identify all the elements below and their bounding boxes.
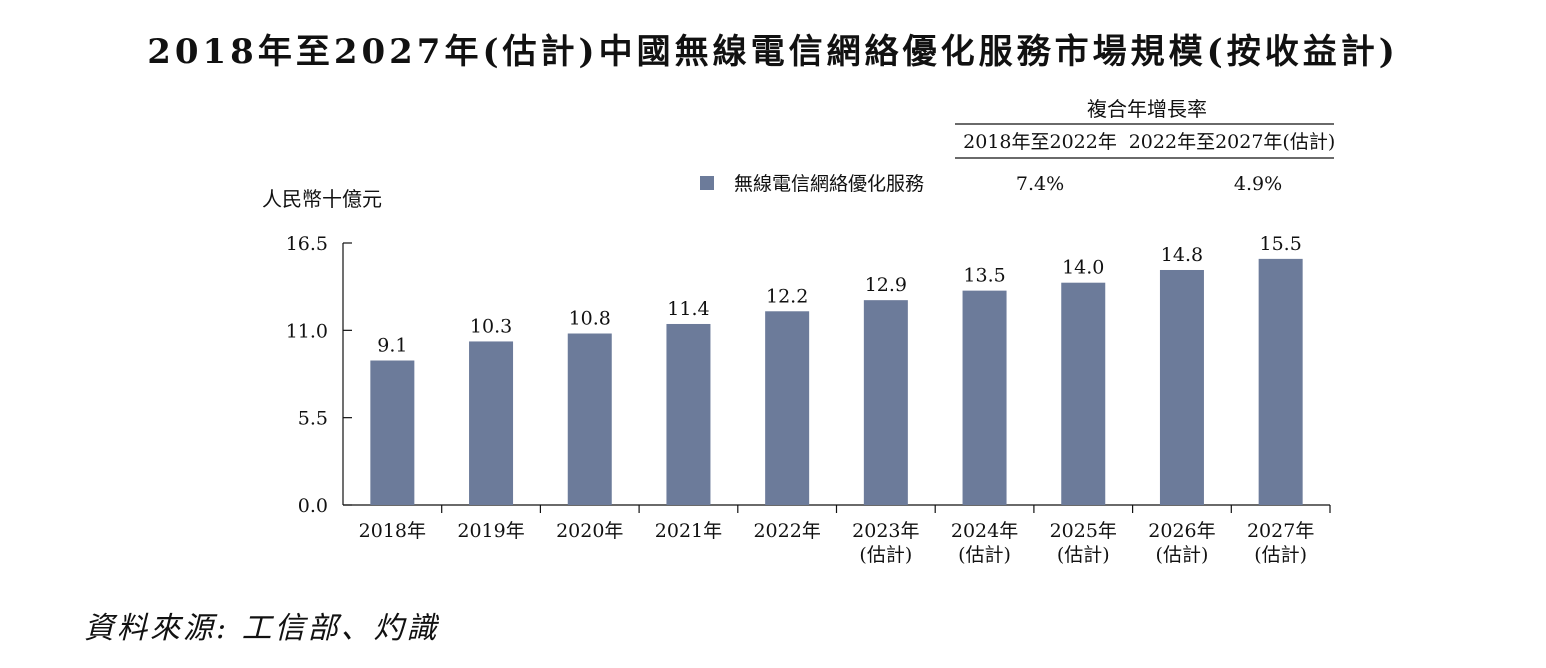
x-tick-label: (估計) xyxy=(1156,544,1209,566)
bar-value-label: 12.9 xyxy=(865,274,907,296)
x-tick-label: 2023年 xyxy=(852,520,919,542)
bar-value-label: 9.1 xyxy=(377,335,407,357)
cagr-value-1: 7.4% xyxy=(1016,173,1064,195)
y-axis-title: 人民幣十億元 xyxy=(262,187,382,211)
x-tick-label: 2022年 xyxy=(753,520,820,542)
x-tick-label: 2019年 xyxy=(457,520,524,542)
bar xyxy=(370,360,415,505)
legend-swatch xyxy=(700,176,714,190)
bar-value-label: 14.8 xyxy=(1161,244,1203,266)
bar-value-label: 11.4 xyxy=(667,298,709,320)
x-tick-label: 2021年 xyxy=(655,520,722,542)
y-tick-label: 5.5 xyxy=(298,408,328,430)
cagr-header: 複合年增長率 xyxy=(1087,97,1207,121)
bar xyxy=(962,290,1007,505)
bar-value-label: 13.5 xyxy=(963,265,1005,287)
x-tick-label: 2027年 xyxy=(1247,520,1314,542)
bar xyxy=(765,311,810,505)
bar-value-label: 10.3 xyxy=(470,315,512,337)
x-tick-label: (估計) xyxy=(1254,544,1307,566)
y-tick-label: 11.0 xyxy=(286,320,328,342)
legend-label: 無線電信網絡優化服務 xyxy=(734,173,924,195)
x-tick-label: (估計) xyxy=(859,544,912,566)
bar-value-label: 12.2 xyxy=(766,285,808,307)
bar xyxy=(1159,269,1204,505)
bar xyxy=(666,323,711,505)
cagr-value-2: 4.9% xyxy=(1234,173,1282,195)
bar xyxy=(1258,258,1303,505)
x-tick-label: 2025年 xyxy=(1050,520,1117,542)
bar xyxy=(1061,282,1106,505)
x-tick-label: 2026年 xyxy=(1148,520,1215,542)
y-tick-label: 16.5 xyxy=(286,233,328,255)
y-tick-label: 0.0 xyxy=(298,495,328,517)
cagr-column-1: 2018年至2022年 xyxy=(963,131,1117,153)
x-tick-label: (估計) xyxy=(958,544,1011,566)
x-tick-label: 2024年 xyxy=(951,520,1018,542)
bar xyxy=(469,341,514,505)
chart-title: 2018年至2027年(估計)中國無線電信網絡優化服務市場規模(按收益計) xyxy=(147,32,1399,72)
bar-value-label: 15.5 xyxy=(1259,233,1301,255)
x-tick-label: 2020年 xyxy=(556,520,623,542)
bar-value-label: 14.0 xyxy=(1062,257,1104,279)
x-tick-label: 2018年 xyxy=(359,520,426,542)
cagr-column-2: 2022年至2027年(估計) xyxy=(1129,131,1336,153)
bar-value-label: 10.8 xyxy=(569,308,611,330)
bar xyxy=(567,333,612,505)
x-tick-label: (估計) xyxy=(1057,544,1110,566)
bar xyxy=(863,300,908,505)
source-note: 資料來源: 工信部、灼識 xyxy=(84,611,440,646)
